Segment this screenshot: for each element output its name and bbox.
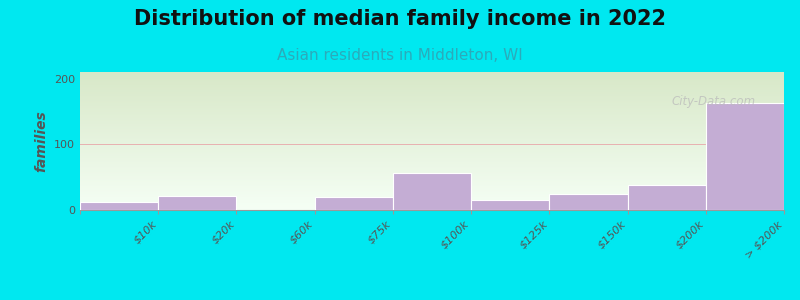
Text: Distribution of median family income in 2022: Distribution of median family income in … <box>134 9 666 29</box>
Bar <box>393 172 471 210</box>
Bar <box>80 202 158 210</box>
Text: City-Data.com: City-Data.com <box>672 95 756 109</box>
Bar <box>550 194 627 210</box>
Y-axis label: families: families <box>34 110 49 172</box>
Bar <box>314 197 393 210</box>
Bar <box>158 196 237 210</box>
Bar <box>706 103 784 210</box>
Bar <box>471 200 550 210</box>
Bar <box>627 185 706 210</box>
Text: Asian residents in Middleton, WI: Asian residents in Middleton, WI <box>277 48 523 63</box>
